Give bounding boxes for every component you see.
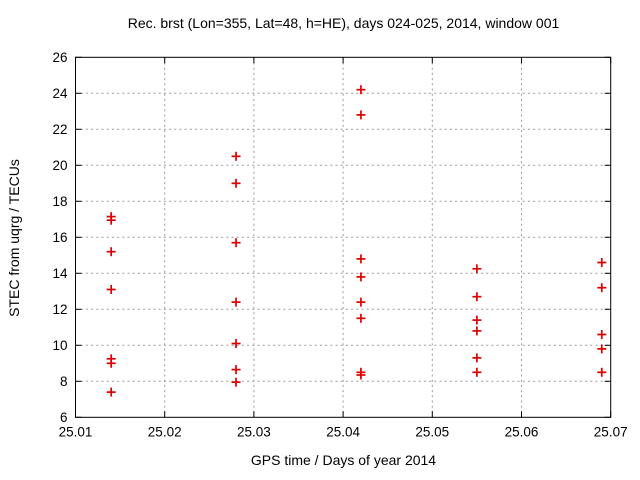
x-axis-label: GPS time / Days of year 2014 (250, 452, 437, 468)
x-tick-label: 25.02 (148, 424, 182, 439)
data-point-marker (106, 285, 116, 294)
data-point-marker (356, 254, 366, 264)
data-point-marker (472, 315, 482, 325)
data-point-marker (597, 344, 607, 354)
data-point-marker (231, 365, 241, 375)
y-tick-label: 8 (60, 374, 68, 389)
y-tick-label: 20 (52, 158, 67, 173)
data-point-marker (472, 353, 482, 363)
y-tick-label: 22 (52, 122, 67, 137)
data-point-marker (472, 292, 482, 302)
x-tick-label: 25.03 (237, 424, 271, 439)
data-point-marker (231, 339, 241, 348)
x-tick-label: 25.01 (59, 424, 93, 439)
chart-title: Rec. brst (Lon=355, Lat=48, h=HE), days … (127, 15, 560, 31)
data-point-marker (231, 297, 241, 307)
y-tick-label: 18 (52, 194, 67, 209)
data-point-marker (472, 367, 482, 377)
y-tick-label: 6 (60, 410, 68, 425)
data-point-marker (231, 238, 241, 248)
data-point-marker (106, 247, 116, 257)
data-point-marker (231, 377, 241, 387)
data-point-marker (106, 358, 116, 368)
data-point-marker (597, 283, 607, 293)
x-tick-label: 25.06 (505, 424, 539, 439)
x-tick-label: 25.07 (594, 424, 628, 439)
data-point-marker (356, 110, 366, 120)
data-point-marker (231, 151, 241, 161)
data-point-marker (356, 297, 366, 307)
data-point-marker (356, 272, 366, 282)
y-tick-label: 12 (52, 302, 67, 317)
data-point-marker (597, 330, 607, 339)
data-point-marker (472, 264, 482, 274)
x-tick-label: 25.05 (415, 424, 449, 439)
y-tick-label: 24 (52, 86, 68, 101)
data-point-marker (106, 387, 116, 397)
x-tick-label: 25.04 (326, 424, 360, 439)
data-point-marker (356, 370, 366, 380)
data-point-marker (472, 326, 482, 336)
y-tick-label: 14 (52, 266, 68, 281)
y-tick-label: 16 (52, 230, 67, 245)
data-point-marker (597, 258, 607, 267)
data-point-marker (106, 215, 116, 225)
data-point-marker (231, 178, 241, 188)
data-point-marker (597, 367, 607, 377)
data-point-marker (356, 85, 366, 95)
y-tick-label: 10 (52, 338, 67, 353)
y-tick-label: 26 (52, 50, 67, 65)
data-point-marker (356, 313, 366, 323)
